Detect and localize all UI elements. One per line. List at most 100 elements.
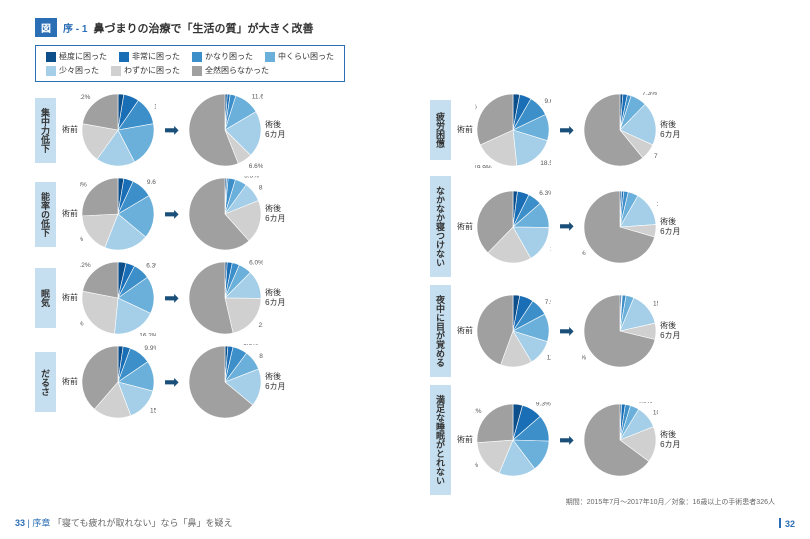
svg-text:5.3%: 5.3% — [244, 176, 259, 180]
svg-text:16.2%: 16.2% — [139, 332, 156, 336]
page-number-left: 33 | 序章 「寝ても疲れが取れない」なら「鼻」を疑え — [15, 516, 232, 529]
legend-item: 中くらい困った — [265, 51, 334, 62]
legend-item: 全然困らなかった — [192, 65, 269, 76]
svg-text:18.2%: 18.2% — [80, 262, 91, 269]
pie-post: 1.3%2.0%1.7%7.3%19.5%7.3%60.9% — [582, 92, 658, 168]
svg-text:12.6%: 12.6% — [154, 104, 156, 111]
row-label: だるさ — [35, 352, 56, 412]
svg-text:11.6%: 11.6% — [547, 355, 551, 362]
pre-label: 術前 — [457, 435, 473, 445]
svg-text:9.3%: 9.3% — [536, 402, 551, 408]
chart-row: 夜中に目が覚める 術前 3.0%6.3%7.9%12.6%11.6%14.2%4… — [430, 285, 775, 377]
pre-label: 術前 — [62, 377, 78, 387]
svg-text:6.3%: 6.3% — [529, 293, 544, 295]
post-label: 術後6カ月 — [660, 430, 680, 449]
arrow-icon: ➡ — [559, 216, 574, 237]
svg-text:7.0%: 7.0% — [134, 92, 149, 94]
legend-item: かなり困った — [192, 51, 253, 62]
svg-text:70.5%: 70.5% — [582, 249, 586, 256]
svg-text:16.6%: 16.6% — [550, 245, 551, 252]
row-label: 疲労困憊 — [430, 100, 451, 160]
legend: 極度に困った非常に困ったかなり困った中くらい困った 少々困ったわずかに困った全然… — [35, 45, 345, 82]
arrow-icon: ➡ — [559, 120, 574, 141]
row-label: 能率の低下 — [35, 182, 56, 247]
chart-row: なかなか寝つけない 術前 2.0%5.3%6.3%11.6%16.6%20.5%… — [430, 176, 775, 277]
arrow-icon: ➡ — [164, 120, 179, 141]
chart-row: 集中力低下 術前 2.6%7.0%12.6%20.2%17.5%17.9%22.… — [35, 92, 380, 168]
pie-post: 0.7%0.3%1.7%3.6%15.2%7.3%71.2% — [582, 293, 658, 369]
legend-item: 少々困った — [46, 65, 99, 76]
svg-text:15.2%: 15.2% — [653, 300, 658, 307]
svg-text:6.0%: 6.0% — [249, 260, 263, 266]
post-label: 術後6カ月 — [265, 372, 285, 391]
svg-text:7.3%: 7.3% — [654, 153, 658, 160]
pie-post: 1.0%2.3%3.3%6.0%12.9%21.5%54.3% — [187, 260, 263, 336]
svg-text:21.5%: 21.5% — [259, 322, 264, 329]
svg-text:71.2%: 71.2% — [582, 355, 586, 362]
chart-row: だるさ 術前 2.3%3.3%9.9%13.6%15.2%17.2%38.7% … — [35, 344, 380, 420]
svg-text:15.2%: 15.2% — [150, 408, 156, 415]
row-label: 集中力低下 — [35, 98, 56, 163]
pre-label: 術前 — [62, 293, 78, 303]
post-label: 術後6カ月 — [265, 288, 285, 307]
legend-item: 極度に困った — [46, 51, 107, 62]
svg-text:17.5%: 17.5% — [475, 462, 478, 469]
svg-text:5.3%: 5.3% — [528, 92, 543, 94]
chart-row: 能率の低下 術前 2.6%4.3%9.6%19.5%19.9%18.2%25.8… — [35, 176, 380, 252]
svg-text:3.3%: 3.3% — [133, 260, 148, 262]
svg-text:4.3%: 4.3% — [123, 176, 138, 177]
svg-text:8.9%: 8.9% — [259, 353, 263, 360]
arrow-icon: ➡ — [164, 204, 179, 225]
figure-label: 図 — [35, 18, 57, 37]
post-label: 術後6カ月 — [265, 120, 285, 139]
figure-title-text: 鼻づまりの治療で「生活の質」が大きく改善 — [93, 20, 313, 36]
row-label: 眠気 — [35, 268, 56, 328]
svg-text:4.6%: 4.6% — [636, 189, 651, 191]
chart-row: 疲労困憊 術前 3.0%5.3%9.6%11.9%18.5%19.9%31.8%… — [430, 92, 775, 168]
svg-text:10.3%: 10.3% — [653, 409, 658, 416]
post-label: 術後6カ月 — [265, 204, 285, 223]
legend-item: 非常に困った — [119, 51, 180, 62]
row-label: なかなか寝つけない — [430, 176, 451, 277]
svg-text:22.2%: 22.2% — [80, 94, 91, 101]
pre-label: 術前 — [457, 125, 473, 135]
pie-pre: 4.3%9.3%11.9%14.2%16.6%17.5%26.2% — [475, 402, 551, 478]
pie-pre: 2.0%5.3%6.3%11.6%16.6%20.5%37.7% — [475, 189, 551, 265]
svg-text:9.6%: 9.6% — [545, 98, 551, 105]
svg-text:11.6%: 11.6% — [252, 93, 263, 100]
pie-pre: 2.6%4.3%9.6%19.5%19.9%18.2%25.8% — [80, 176, 156, 252]
svg-text:9.9%: 9.9% — [144, 345, 156, 352]
svg-text:6.3%: 6.3% — [539, 189, 551, 196]
arrow-icon: ➡ — [164, 372, 179, 393]
svg-text:4.0%: 4.0% — [638, 402, 653, 405]
svg-text:6.6%: 6.6% — [249, 163, 263, 168]
svg-text:6.3%: 6.3% — [146, 263, 156, 270]
pie-post: 0.7%1.7%2.3%4.0%10.3%16.2%64.9% — [582, 402, 658, 478]
svg-text:26.2%: 26.2% — [475, 408, 482, 415]
chart-row: 満足な睡眠がとれない 術前 4.3%9.3%11.9%14.2%16.6%17.… — [430, 385, 775, 495]
arrow-icon: ➡ — [559, 321, 574, 342]
pie-pre: 3.0%3.3%6.3%13.9%16.2%21.9%18.2% — [80, 260, 156, 336]
figure-title: 図 序 - 1 鼻づまりの治療で「生活の質」が大きく改善 — [35, 18, 775, 37]
pie-post: 0.7%0.7%3.3%5.3%8.9%19.5%61.6% — [187, 176, 263, 252]
svg-text:5.3%: 5.3% — [518, 189, 533, 190]
post-label: 術後6カ月 — [660, 217, 680, 236]
svg-text:15.6%: 15.6% — [657, 201, 659, 208]
svg-text:6.6%: 6.6% — [243, 344, 258, 347]
pre-label: 術前 — [457, 222, 473, 232]
footer-note: 期間：2015年7月～2017年10月／対象：16歳以上の手術患者326人 — [566, 497, 775, 507]
pie-post: 0.7%1.0%2.0%4.6%15.6%5.6%70.5% — [582, 189, 658, 265]
pie-pre: 2.3%3.3%9.9%13.6%15.2%17.2%38.7% — [80, 344, 156, 420]
svg-text:18.2%: 18.2% — [80, 236, 83, 243]
arrow-icon: ➡ — [559, 430, 574, 451]
pre-label: 術前 — [62, 125, 78, 135]
svg-text:21.9%: 21.9% — [80, 321, 84, 328]
pre-label: 術前 — [457, 326, 473, 336]
svg-text:7.3%: 7.3% — [642, 92, 657, 97]
row-label: 夜中に目が覚める — [430, 285, 451, 377]
svg-text:9.6%: 9.6% — [147, 179, 156, 186]
svg-text:8.9%: 8.9% — [259, 185, 263, 192]
pie-pre: 2.6%7.0%12.6%20.2%17.5%17.9%22.2% — [80, 92, 156, 168]
arrow-icon: ➡ — [164, 288, 179, 309]
chart-row: 眠気 術前 3.0%3.3%6.3%13.9%16.2%21.9%18.2% ➡… — [35, 260, 380, 336]
